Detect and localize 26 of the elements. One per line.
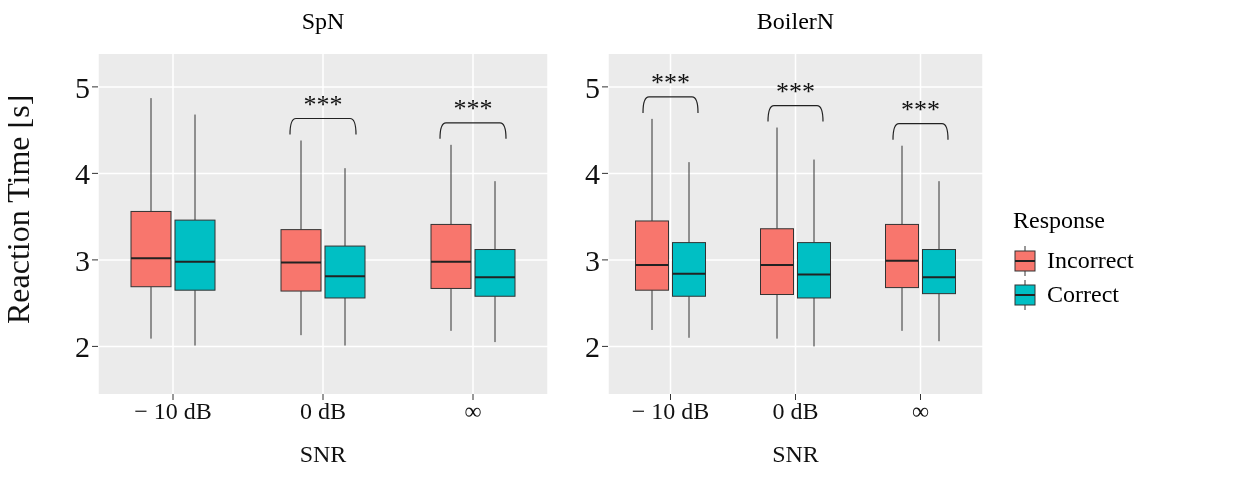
x-axis-title: SNR xyxy=(772,441,819,467)
y-tick-label: 5 xyxy=(585,70,600,104)
x-tick-label: ∞ xyxy=(911,398,930,425)
y-tick-label: 3 xyxy=(75,243,90,277)
annotation: *** xyxy=(776,76,815,106)
x-tick-label: ∞ xyxy=(464,398,482,425)
annotation: *** xyxy=(453,93,493,123)
x-tick-label: − 10 dB xyxy=(134,398,212,425)
x-tick-label: 0 dB xyxy=(299,398,347,425)
y-tick-label: 5 xyxy=(75,70,90,104)
y-tick-label: 4 xyxy=(75,157,90,191)
y-tick-label: 4 xyxy=(585,157,600,191)
y-tick-label: 2 xyxy=(585,330,600,364)
x-tick-label: − 10 dB xyxy=(631,398,710,425)
annotation: *** xyxy=(901,94,940,124)
legend-title: Response xyxy=(1013,206,1106,234)
y-tick-label: 3 xyxy=(585,243,600,277)
annotation: *** xyxy=(303,89,343,119)
x-axis-title: SNR xyxy=(299,441,347,467)
chart-title: SpN xyxy=(300,8,346,36)
annotation: *** xyxy=(651,67,690,97)
y-tick-label: 2 xyxy=(75,330,90,364)
legend-label: Correct xyxy=(1047,281,1119,308)
chart-title: BoilerN xyxy=(755,8,836,36)
legend-label: Incorrect xyxy=(1047,247,1134,274)
x-tick-label: 0 dB xyxy=(772,398,819,425)
